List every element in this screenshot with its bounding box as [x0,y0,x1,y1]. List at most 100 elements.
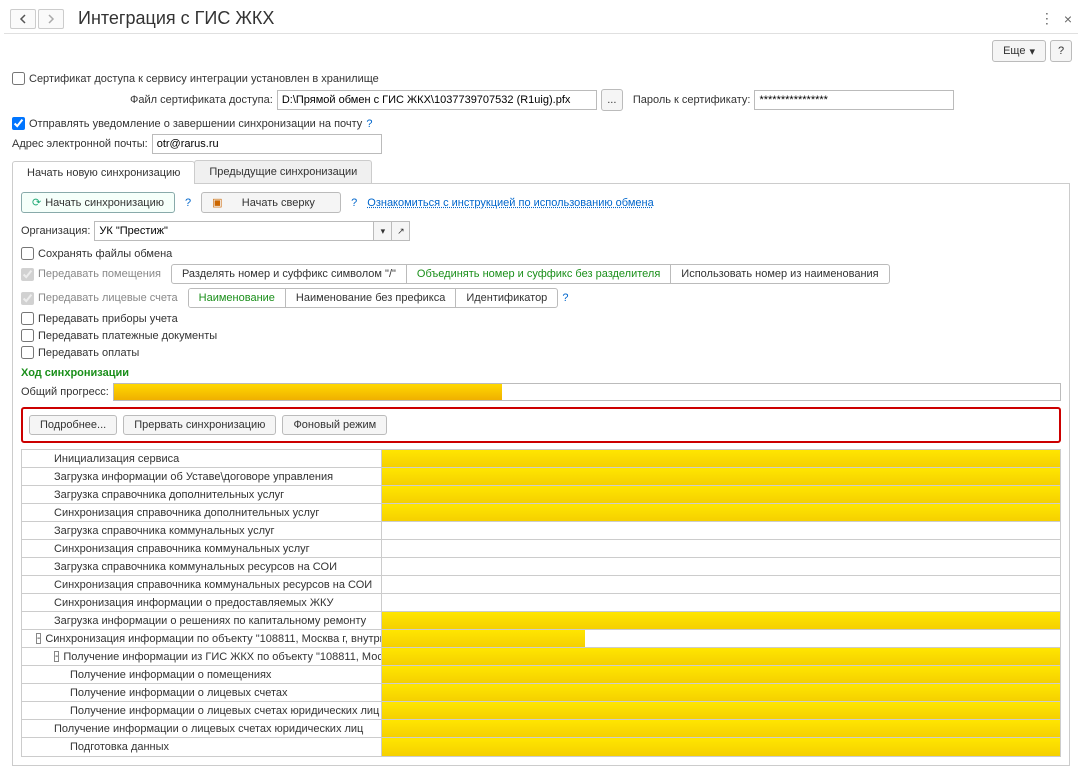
accounts-checkbox [21,292,34,305]
progress-row: Загрузка справочника коммунальных услуг [22,522,1060,540]
progress-row-bar [382,450,1060,467]
start-sync-button[interactable]: ⟳ Начать синхронизацию [21,192,175,213]
tab-new-sync[interactable]: Начать новую синхронизацию [12,161,195,184]
progress-row-bar [382,648,1060,665]
verify-help[interactable]: ? [347,197,361,209]
menu-icon[interactable]: ⋮ [1040,10,1054,27]
progress-row-label: Синхронизация справочника дополнительных… [22,504,382,521]
email-input[interactable] [152,134,382,154]
cert-pwd-input[interactable] [754,90,954,110]
progress-grid: Инициализация сервисаЗагрузка информации… [21,449,1061,757]
progress-row-label: Загрузка справочника дополнительных услу… [22,486,382,503]
cert-file-label: Файл сертификата доступа: [130,94,273,106]
progress-row: Получение информации о лицевых счетах юр… [22,702,1060,720]
progress-row: Синхронизация справочника коммунальных у… [22,540,1060,558]
progress-row-bar [382,702,1060,719]
progress-row-bar [382,486,1060,503]
cert-installed-checkbox[interactable] [12,72,25,85]
progress-row-label: Получение информации о лицевых счетах юр… [22,702,382,719]
background-button[interactable]: Фоновый режим [282,415,387,435]
more-button[interactable]: Еще ▾ [992,40,1046,62]
pays-label: Передавать оплаты [38,347,139,359]
titlebar: Интеграция с ГИС ЖКХ ⋮ × [4,4,1078,34]
stop-sync-button[interactable]: Прервать синхронизацию [123,415,276,435]
paydocs-checkbox[interactable] [21,329,34,342]
progress-row-label: -Синхронизация информации по объекту "10… [22,630,382,647]
tree-toggle[interactable]: - [36,633,41,644]
details-button[interactable]: Подробнее... [29,415,117,435]
sync-progress-header: Ход синхронизации [21,367,1061,379]
overall-progress-bar [113,383,1061,401]
seg-split[interactable]: Разделять номер и суффикс символом "/" [172,265,407,283]
overall-progress-label: Общий прогресс: [21,386,109,398]
progress-row-label: Загрузка информации об Уставе\договоре у… [22,468,382,485]
progress-row-bar [382,666,1060,683]
progress-row-bar [382,522,1060,539]
progress-row-bar [382,504,1060,521]
progress-row-label: Получение информации о помещениях [22,666,382,683]
progress-row: Загрузка справочника коммунальных ресурс… [22,558,1060,576]
cert-file-input[interactable] [277,90,597,110]
seg-id[interactable]: Идентификатор [456,289,557,307]
close-icon[interactable]: × [1064,11,1072,27]
progress-row-bar [382,558,1060,575]
progress-row: Инициализация сервиса [22,450,1060,468]
progress-row-bar [382,738,1060,756]
cert-installed-label: Сертификат доступа к сервису интеграции … [29,73,379,85]
progress-row: -Получение информации из ГИС ЖКХ по объе… [22,648,1060,666]
org-open-button[interactable]: ↗ [392,221,410,241]
meters-label: Передавать приборы учета [38,313,178,325]
progress-row-bar [382,594,1060,611]
progress-row-label: Загрузка справочника коммунальных ресурс… [22,558,382,575]
overall-progress-fill [114,384,502,400]
seg-name-noprefix[interactable]: Наименование без префикса [286,289,456,307]
progress-row-label: -Получение информации из ГИС ЖКХ по объе… [22,648,382,665]
progress-row-bar [382,630,1060,647]
chevron-down-icon: ▾ [1029,45,1035,58]
progress-row: Загрузка справочника дополнительных услу… [22,486,1060,504]
start-verify-button[interactable]: ▣ Начать сверку [201,192,341,213]
page-title: Интеграция с ГИС ЖКХ [78,8,1040,29]
notify-checkbox[interactable] [12,117,25,130]
progress-row: Подготовка данных [22,738,1060,756]
progress-row-label: Получение информации о лицевых счетах юр… [22,720,382,737]
meters-checkbox[interactable] [21,312,34,325]
action-row: Подробнее... Прервать синхронизацию Фоно… [21,407,1061,443]
keep-files-checkbox[interactable] [21,247,34,260]
seg-fromname[interactable]: Использовать номер из наименования [671,265,888,283]
tab-prev-sync[interactable]: Предыдущие синхронизации [194,160,372,183]
progress-row: Получение информации о лицевых счетах юр… [22,720,1060,738]
seg-merge[interactable]: Объединять номер и суффикс без разделите… [407,265,671,283]
progress-row-bar [382,684,1060,701]
progress-row-label: Подготовка данных [22,738,382,756]
progress-row-bar [382,468,1060,485]
help-button[interactable]: ? [1050,40,1072,62]
sync-icon: ⟳ [32,196,41,209]
sync-help[interactable]: ? [181,197,195,209]
org-dropdown-button[interactable]: ▾ [374,221,392,241]
cert-pwd-label: Пароль к сертификату: [633,94,751,106]
tabs: Начать новую синхронизацию Предыдущие си… [12,160,1070,184]
accounts-help[interactable]: ? [558,292,572,304]
tab-body: ⟳ Начать синхронизацию ? ▣ Начать сверку… [12,184,1070,766]
progress-row-bar [382,720,1060,737]
org-input[interactable] [94,221,374,241]
seg-name[interactable]: Наименование [189,289,286,307]
notify-help[interactable]: ? [362,118,376,130]
progress-row-label: Получение информации о лицевых счетах [22,684,382,701]
progress-row: Загрузка информации об Уставе\договоре у… [22,468,1060,486]
cert-file-browse-button[interactable]: ... [601,89,623,111]
progress-row: -Синхронизация информации по объекту "10… [22,630,1060,648]
tree-toggle[interactable]: - [54,651,59,662]
forward-button[interactable] [38,9,64,29]
paydocs-label: Передавать платежные документы [38,330,217,342]
pays-checkbox[interactable] [21,346,34,359]
progress-row-label: Синхронизация информации о предоставляем… [22,594,382,611]
progress-row-label: Синхронизация справочника коммунальных у… [22,540,382,557]
progress-row-label: Синхронизация справочника коммунальных р… [22,576,382,593]
progress-row: Синхронизация справочника коммунальных р… [22,576,1060,594]
instruction-link[interactable]: Ознакомиться с инструкцией по использова… [367,197,653,209]
top-actions: Еще ▾ ? [4,34,1078,68]
progress-row-label: Загрузка справочника коммунальных услуг [22,522,382,539]
back-button[interactable] [10,9,36,29]
